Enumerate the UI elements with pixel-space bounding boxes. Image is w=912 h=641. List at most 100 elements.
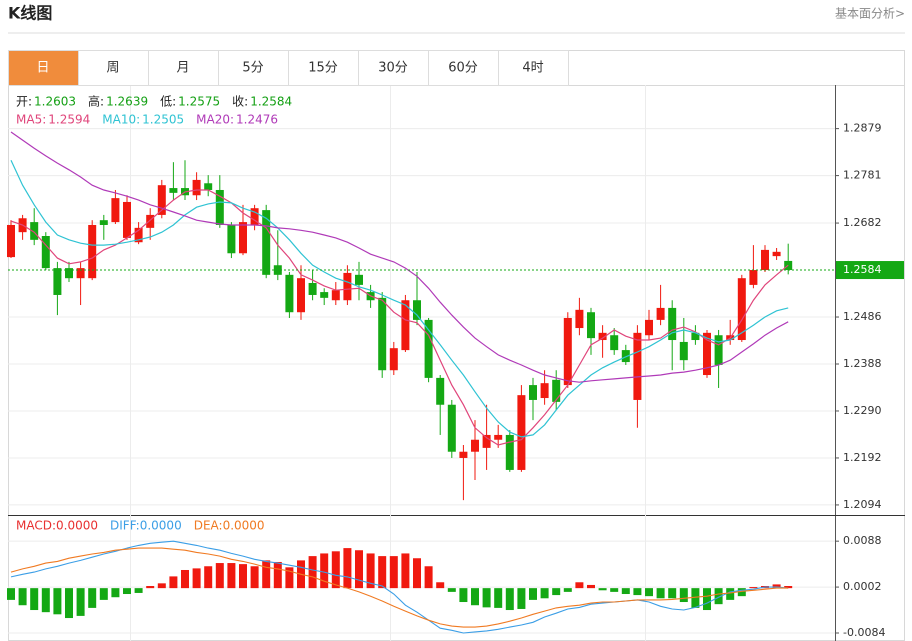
tab-label[interactable]: 60分 [448, 61, 478, 76]
info-label: 低: [160, 95, 176, 109]
tab-label[interactable]: 30分 [378, 61, 408, 76]
macd-bar [273, 561, 282, 589]
macd-bar [250, 566, 259, 589]
candle-body [134, 227, 143, 243]
candle-body [169, 188, 178, 193]
tab[interactable] [358, 50, 429, 86]
y-tick-label: 1.2879 [843, 122, 882, 135]
macd-bar [88, 588, 97, 608]
last-price-box [836, 261, 904, 280]
macd-bar [691, 588, 700, 608]
info-value: 1.2603 [34, 95, 76, 109]
macd-bar [308, 556, 317, 589]
macd-bar [610, 588, 619, 592]
candle-body [389, 348, 398, 371]
info-label: 高: [88, 94, 104, 109]
candle-body [714, 335, 723, 365]
macd-bar [598, 588, 607, 591]
candle-body [88, 224, 97, 279]
fundamental-link[interactable]: 基本面分析> [835, 7, 905, 21]
macd-bar [679, 588, 688, 603]
ma-legend-value: 1.2476 [236, 113, 278, 127]
info-label: 收: [232, 95, 248, 109]
macd-bar [7, 588, 15, 600]
candle-body [424, 319, 433, 378]
macd-bar [656, 588, 665, 599]
y-tick-label: -0.0084 [843, 626, 885, 639]
candle-body [285, 274, 294, 313]
last-price-label: 1.2584 [843, 263, 882, 276]
y-tick-label: 1.2781 [843, 169, 882, 182]
macd-bar [436, 582, 445, 589]
candle-body [297, 278, 305, 313]
macd-bar [389, 556, 398, 589]
tab[interactable] [218, 50, 289, 86]
macd-bar [401, 553, 410, 589]
candle-body [146, 214, 155, 228]
candle-body [378, 297, 387, 371]
candle-body [598, 332, 607, 341]
ma-line [10, 189, 789, 446]
macd-bar [714, 588, 723, 605]
y-tick-label: 0.0002 [843, 580, 882, 593]
candle-body [633, 332, 642, 400]
candle-body [53, 268, 62, 295]
macd-bar [413, 558, 421, 589]
tab-label[interactable]: 4时 [522, 61, 543, 76]
tab[interactable] [8, 50, 79, 86]
macd-legend: MACD:0.0000 [16, 519, 98, 533]
tab[interactable] [498, 50, 569, 86]
macd-bar [262, 560, 271, 589]
macd-bar [575, 582, 584, 589]
tab-label[interactable]: 5分 [242, 61, 263, 76]
candle-body [204, 183, 213, 190]
candle-body [192, 179, 201, 196]
macd-bar [111, 588, 120, 598]
macd-bar [146, 586, 155, 589]
candle-body [239, 222, 247, 254]
macd-bar [378, 556, 387, 589]
macd-bar [331, 551, 340, 589]
tab[interactable] [288, 50, 359, 86]
candle-body [30, 222, 39, 240]
macd-bar [447, 588, 456, 592]
macd-bar [424, 566, 433, 589]
tab-label[interactable]: 周 [106, 61, 119, 76]
candle-body [563, 317, 572, 386]
candle-body [645, 319, 653, 336]
macd-bar [494, 588, 503, 608]
ma-legend-label: MA20: [196, 113, 234, 127]
tab-label[interactable]: 日 [36, 61, 49, 76]
macd-line [10, 540, 789, 634]
chart-frame [8, 50, 905, 641]
y-tick-label: 1.2094 [843, 498, 882, 511]
macd-bar [633, 588, 642, 596]
candle-body [529, 385, 537, 400]
macd-line [10, 547, 789, 628]
macd-bar [366, 553, 375, 589]
macd-bar [65, 588, 73, 619]
macd-bar [587, 584, 595, 589]
candle-body [679, 341, 688, 361]
macd-bar [505, 588, 514, 611]
macd-bar [621, 588, 630, 595]
macd-bar [703, 588, 711, 611]
candle-body [471, 439, 479, 452]
candle-body [691, 332, 700, 341]
info-label: 开: [16, 95, 32, 109]
y-tick-label: 1.2290 [843, 404, 882, 417]
candle-body [737, 278, 746, 341]
tab[interactable] [78, 50, 149, 86]
candle-body [447, 404, 456, 452]
candle-body [215, 189, 224, 225]
macd-bar [204, 566, 213, 589]
tab[interactable] [148, 50, 219, 86]
macd-bar [726, 588, 735, 600]
tab-label[interactable]: 15分 [308, 61, 338, 76]
macd-bar [482, 588, 491, 608]
macd-bar [239, 564, 247, 589]
candle-body [76, 268, 85, 279]
candle-body [436, 377, 445, 405]
tab-label[interactable]: 月 [176, 61, 189, 76]
macd-bar [99, 588, 108, 600]
